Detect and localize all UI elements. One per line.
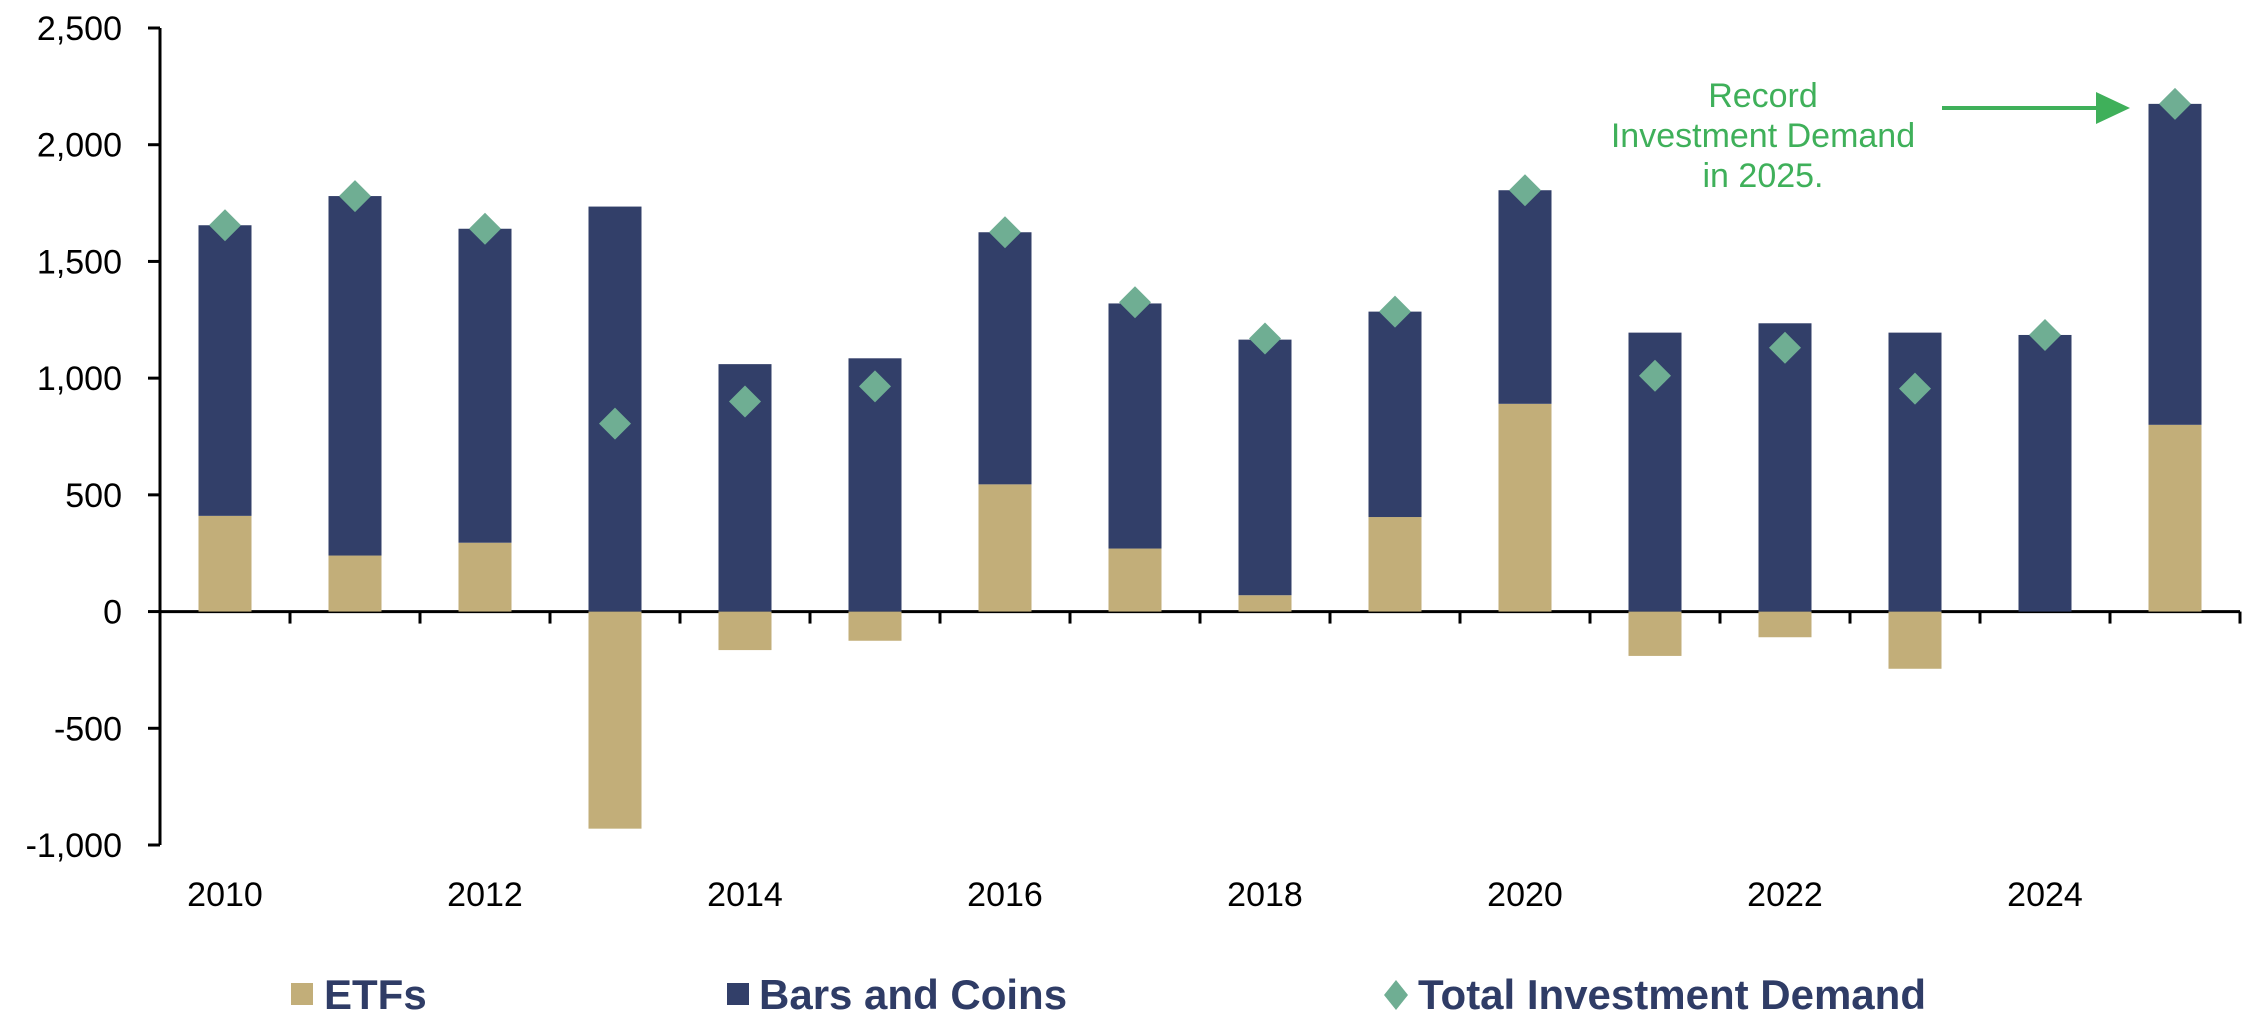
- bar-bars-and-coins-2010: [198, 225, 252, 516]
- bar-bars-and-coins-2025: [2148, 103, 2202, 425]
- y-tick-label: -500: [54, 710, 122, 748]
- bar-bars-and-coins-2017: [1108, 303, 1162, 549]
- bar-bars-and-coins-2022: [1758, 323, 1812, 612]
- bar-etfs-2021: [1628, 611, 1682, 656]
- x-tick-label: 2020: [1487, 876, 1563, 914]
- bar-bars-and-coins-2016: [978, 232, 1032, 485]
- y-tick-label: 1,500: [37, 243, 122, 281]
- bar-bars-and-coins-2011: [328, 196, 382, 556]
- legend-label-total-investment-demand: Total Investment Demand: [1418, 971, 1926, 1018]
- y-tick-label: 0: [103, 594, 122, 632]
- marker-total-2011: [339, 180, 371, 213]
- y-tick-label: 2,000: [37, 127, 122, 165]
- marker-total-2021: [1639, 359, 1671, 392]
- legend-label-bars-and-coins: Bars and Coins: [759, 971, 1067, 1018]
- bar-etfs-2018: [1238, 595, 1292, 612]
- bar-bars-and-coins-2012: [458, 228, 512, 543]
- bar-etfs-2019: [1368, 517, 1422, 612]
- y-axis: 2,500 2,000 1,500 1,000 500 0 -500 -1,000: [26, 10, 162, 865]
- bar-bars-and-coins-2018: [1238, 339, 1292, 596]
- bar-etfs-2012: [458, 542, 512, 612]
- x-tick-label: 2024: [2007, 876, 2083, 914]
- bar-etfs-2015: [848, 611, 902, 641]
- marker-total-2013: [599, 407, 631, 440]
- marker-total-2022: [1769, 331, 1801, 364]
- marker-total-2012: [469, 212, 501, 245]
- bar-etfs-2016: [978, 484, 1032, 612]
- marker-total-2017: [1119, 286, 1151, 319]
- annotation-arrow-head: [2096, 92, 2130, 124]
- bar-etfs-2013: [588, 611, 642, 829]
- x-tick-label: 2012: [447, 876, 523, 914]
- x-tick-label: 2016: [967, 876, 1043, 914]
- marker-total-2023: [1899, 372, 1931, 405]
- y-tick-label: 1,000: [37, 360, 122, 398]
- bar-bars-and-coins-2020: [1498, 190, 1552, 404]
- x-tick-label: 2010: [187, 876, 263, 914]
- bar-etfs-2025: [2148, 424, 2202, 612]
- annotation-line-1: Record: [1708, 77, 1818, 115]
- bar-etfs-2010: [198, 515, 252, 612]
- marker-total-2016: [989, 216, 1021, 249]
- marker-total-2018: [1249, 322, 1281, 355]
- legend: ETFs Bars and Coins Total Investment Dem…: [291, 971, 1926, 1018]
- marker-total-2014: [729, 385, 761, 418]
- bar-etfs-2022: [1758, 611, 1812, 638]
- marker-total-2019: [1379, 295, 1411, 328]
- marker-total-2025: [2159, 87, 2191, 120]
- y-tick-label: 2,500: [37, 10, 122, 48]
- x-tick-label: 2022: [1747, 876, 1823, 914]
- bars: [198, 103, 2202, 829]
- bar-bars-and-coins-2019: [1368, 311, 1422, 518]
- marker-total-2015: [859, 370, 891, 403]
- bar-etfs-2014: [718, 611, 772, 651]
- bar-etfs-2017: [1108, 548, 1162, 612]
- annotation-line-3: in 2025.: [1703, 157, 1824, 195]
- y-tick-label: -1,000: [26, 827, 122, 865]
- y-tick-label: 500: [65, 477, 122, 515]
- total-markers: [209, 87, 2191, 440]
- marker-total-2024: [2029, 318, 2061, 351]
- bar-etfs-2020: [1498, 403, 1552, 612]
- marker-total-2010: [209, 209, 241, 242]
- record-annotation: Record Investment Demand in 2025.: [1611, 77, 2130, 195]
- legend-swatch-bars-and-coins: [727, 983, 749, 1005]
- legend-label-etfs: ETFs: [324, 971, 427, 1018]
- x-tick-label: 2014: [707, 876, 783, 914]
- bar-bars-and-coins-2024: [2018, 334, 2072, 612]
- legend-swatch-total-investment-demand: [1384, 980, 1408, 1010]
- bar-etfs-2023: [1888, 611, 1942, 669]
- annotation-line-2: Investment Demand: [1611, 117, 1915, 155]
- x-tick-label: 2018: [1227, 876, 1303, 914]
- legend-swatch-etfs: [291, 983, 313, 1005]
- bar-etfs-2011: [328, 555, 382, 612]
- marker-total-2020: [1509, 174, 1541, 207]
